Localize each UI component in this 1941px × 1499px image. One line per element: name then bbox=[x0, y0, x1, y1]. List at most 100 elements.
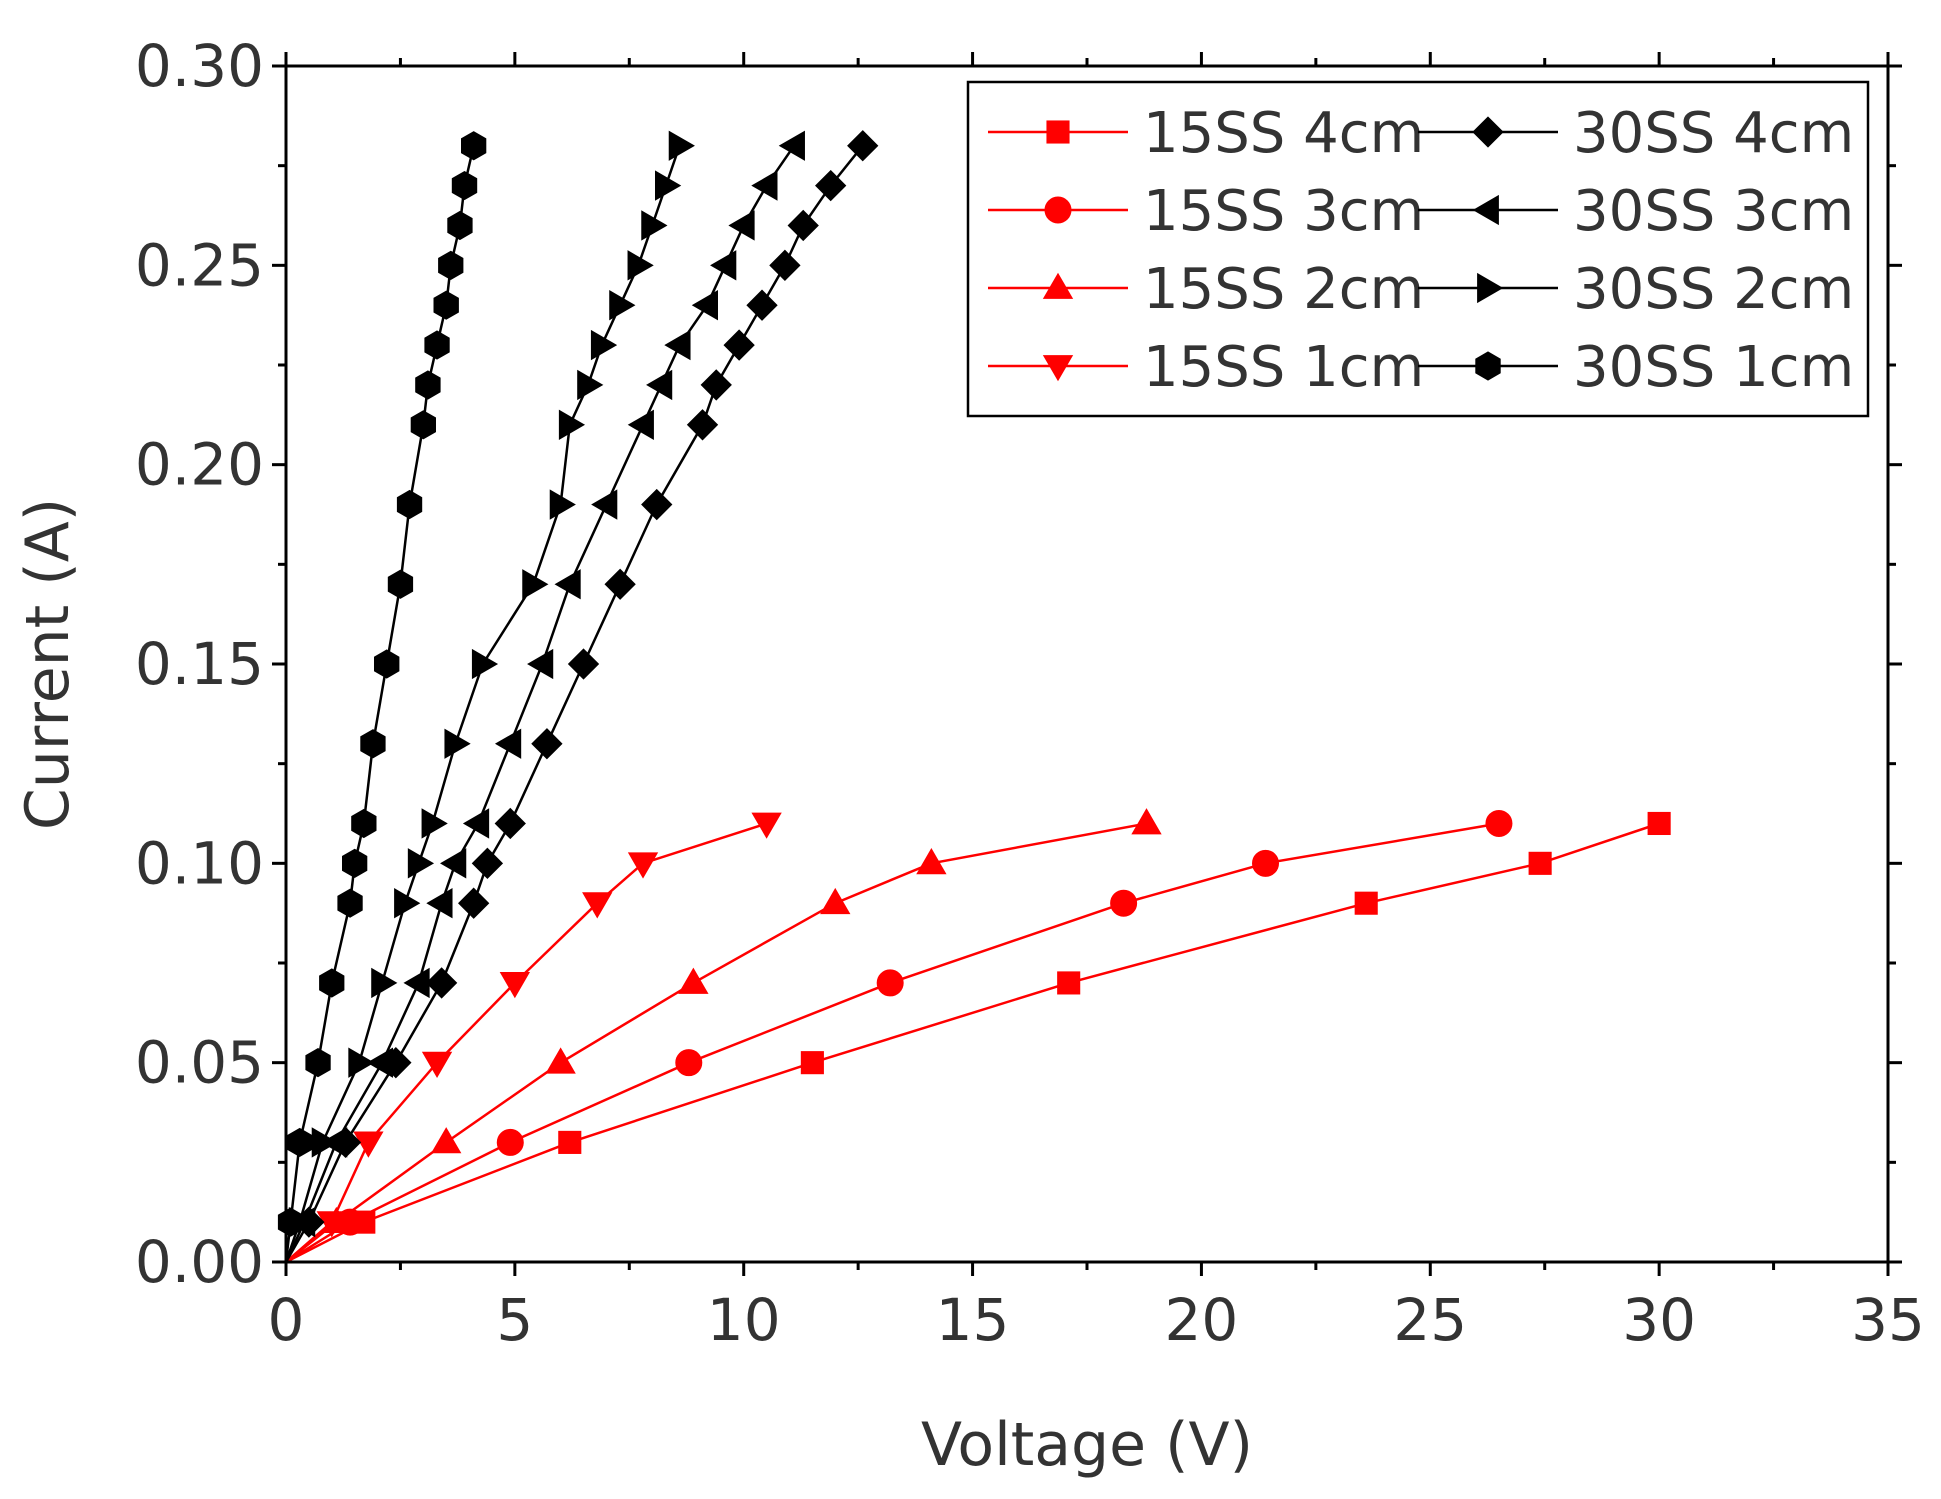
data-point bbox=[554, 569, 581, 600]
x-tick-label: 30 bbox=[1622, 1286, 1696, 1354]
data-point bbox=[746, 289, 778, 321]
data-point bbox=[723, 329, 755, 361]
data-point bbox=[471, 847, 504, 879]
data-point bbox=[319, 968, 345, 998]
data-point bbox=[421, 1051, 453, 1078]
data-point bbox=[305, 1048, 331, 1078]
data-point bbox=[425, 967, 458, 999]
x-tick-label: 25 bbox=[1393, 1286, 1467, 1354]
data-point bbox=[438, 250, 464, 280]
legend: 15SS 4cm 30SS 4cm 15SS 3cm 30SS 3cm 15SS 2cm… bbox=[966, 80, 1870, 418]
legend-box bbox=[966, 80, 1870, 418]
data-point bbox=[646, 369, 673, 401]
data-point bbox=[471, 648, 499, 680]
data-point bbox=[366, 1047, 394, 1078]
data-point bbox=[316, 1211, 347, 1238]
legend-item: 15SS 2cm bbox=[988, 257, 1424, 322]
y-axis-title: Current (A) bbox=[13, 498, 83, 830]
data-point bbox=[916, 848, 947, 875]
data-point bbox=[591, 489, 618, 520]
data-point bbox=[778, 130, 805, 161]
legend-label: 15SS 4cm bbox=[1143, 101, 1424, 166]
legend-label: 15SS 1cm bbox=[1143, 335, 1424, 400]
legend-marker bbox=[1472, 194, 1499, 226]
data-point bbox=[558, 1130, 582, 1154]
data-point bbox=[1528, 851, 1552, 875]
series-line bbox=[285, 822, 1660, 1264]
x-tick-label: 35 bbox=[1851, 1286, 1925, 1354]
series-line bbox=[285, 822, 767, 1263]
data-point bbox=[847, 130, 879, 162]
data-point bbox=[1354, 891, 1378, 915]
legend-item: 15SS 4cm bbox=[988, 101, 1424, 166]
x-tick-label: 15 bbox=[936, 1286, 1010, 1354]
legend-marker bbox=[1477, 272, 1504, 304]
data-point bbox=[641, 210, 668, 241]
data-point bbox=[461, 131, 487, 161]
data-point bbox=[1110, 889, 1138, 917]
data-point bbox=[609, 290, 636, 321]
data-point bbox=[396, 489, 423, 520]
data-point bbox=[496, 1128, 524, 1156]
data-point bbox=[360, 729, 386, 759]
legend-label: 15SS 3cm bbox=[1143, 179, 1424, 244]
data-point bbox=[577, 369, 604, 401]
data-point bbox=[678, 967, 709, 994]
data-point bbox=[371, 967, 398, 999]
plot-area bbox=[277, 130, 1671, 1264]
y-tick-label: 0.25 bbox=[135, 231, 264, 299]
data-point bbox=[351, 808, 377, 839]
series-30ss-3cm bbox=[284, 130, 805, 1263]
data-point bbox=[751, 170, 778, 201]
series-30ss-2cm bbox=[284, 130, 695, 1263]
data-point bbox=[815, 169, 847, 202]
data-point bbox=[800, 1051, 824, 1075]
data-point bbox=[545, 1047, 576, 1074]
data-point bbox=[1252, 849, 1280, 877]
legend-label: 30SS 3cm bbox=[1573, 179, 1854, 244]
data-point bbox=[440, 848, 467, 879]
data-point bbox=[374, 649, 400, 679]
data-point bbox=[567, 648, 600, 680]
data-point bbox=[407, 848, 435, 879]
series-30ss-1cm bbox=[277, 131, 487, 1263]
x-tick-label: 5 bbox=[496, 1286, 533, 1354]
data-point bbox=[387, 569, 414, 599]
data-point bbox=[403, 967, 430, 999]
data-point bbox=[527, 648, 554, 680]
data-point bbox=[751, 812, 782, 839]
legend-marker bbox=[1044, 196, 1072, 224]
data-point bbox=[787, 209, 819, 242]
data-point bbox=[444, 728, 471, 759]
legend-marker bbox=[1475, 351, 1501, 381]
data-point bbox=[655, 170, 682, 201]
legend-item: 30SS 2cm bbox=[1418, 257, 1854, 322]
x-tick-label: 0 bbox=[268, 1286, 305, 1354]
y-tick-label: 0.15 bbox=[135, 630, 264, 698]
legend-item: 30SS 4cm bbox=[1418, 101, 1854, 166]
data-point bbox=[1057, 971, 1081, 995]
data-point bbox=[499, 972, 531, 999]
data-point bbox=[531, 728, 563, 760]
series-15ss-4cm bbox=[285, 811, 1671, 1264]
axes: 0 5 10 15 20 25 30 35 0.00 0.05 0.10 0.15 0.20 0.25 0.… bbox=[135, 32, 1925, 1354]
data-point bbox=[710, 250, 737, 281]
y-tick-label: 0.00 bbox=[135, 1228, 264, 1296]
data-point bbox=[700, 369, 732, 401]
data-point bbox=[590, 329, 618, 361]
data-point bbox=[342, 848, 368, 878]
legend-marker bbox=[1472, 116, 1504, 148]
data-point bbox=[820, 887, 851, 915]
legend-label: 15SS 2cm bbox=[1143, 257, 1424, 322]
legend-marker bbox=[1042, 355, 1074, 382]
series-line bbox=[285, 822, 1147, 1263]
data-point bbox=[686, 409, 719, 441]
data-point bbox=[458, 887, 490, 919]
data-point bbox=[627, 409, 654, 440]
series-line bbox=[284, 144, 864, 1263]
data-point bbox=[277, 1207, 304, 1237]
y-tick-label: 0.10 bbox=[135, 829, 264, 897]
legend-label: 30SS 2cm bbox=[1573, 257, 1854, 322]
data-point bbox=[675, 1049, 703, 1077]
